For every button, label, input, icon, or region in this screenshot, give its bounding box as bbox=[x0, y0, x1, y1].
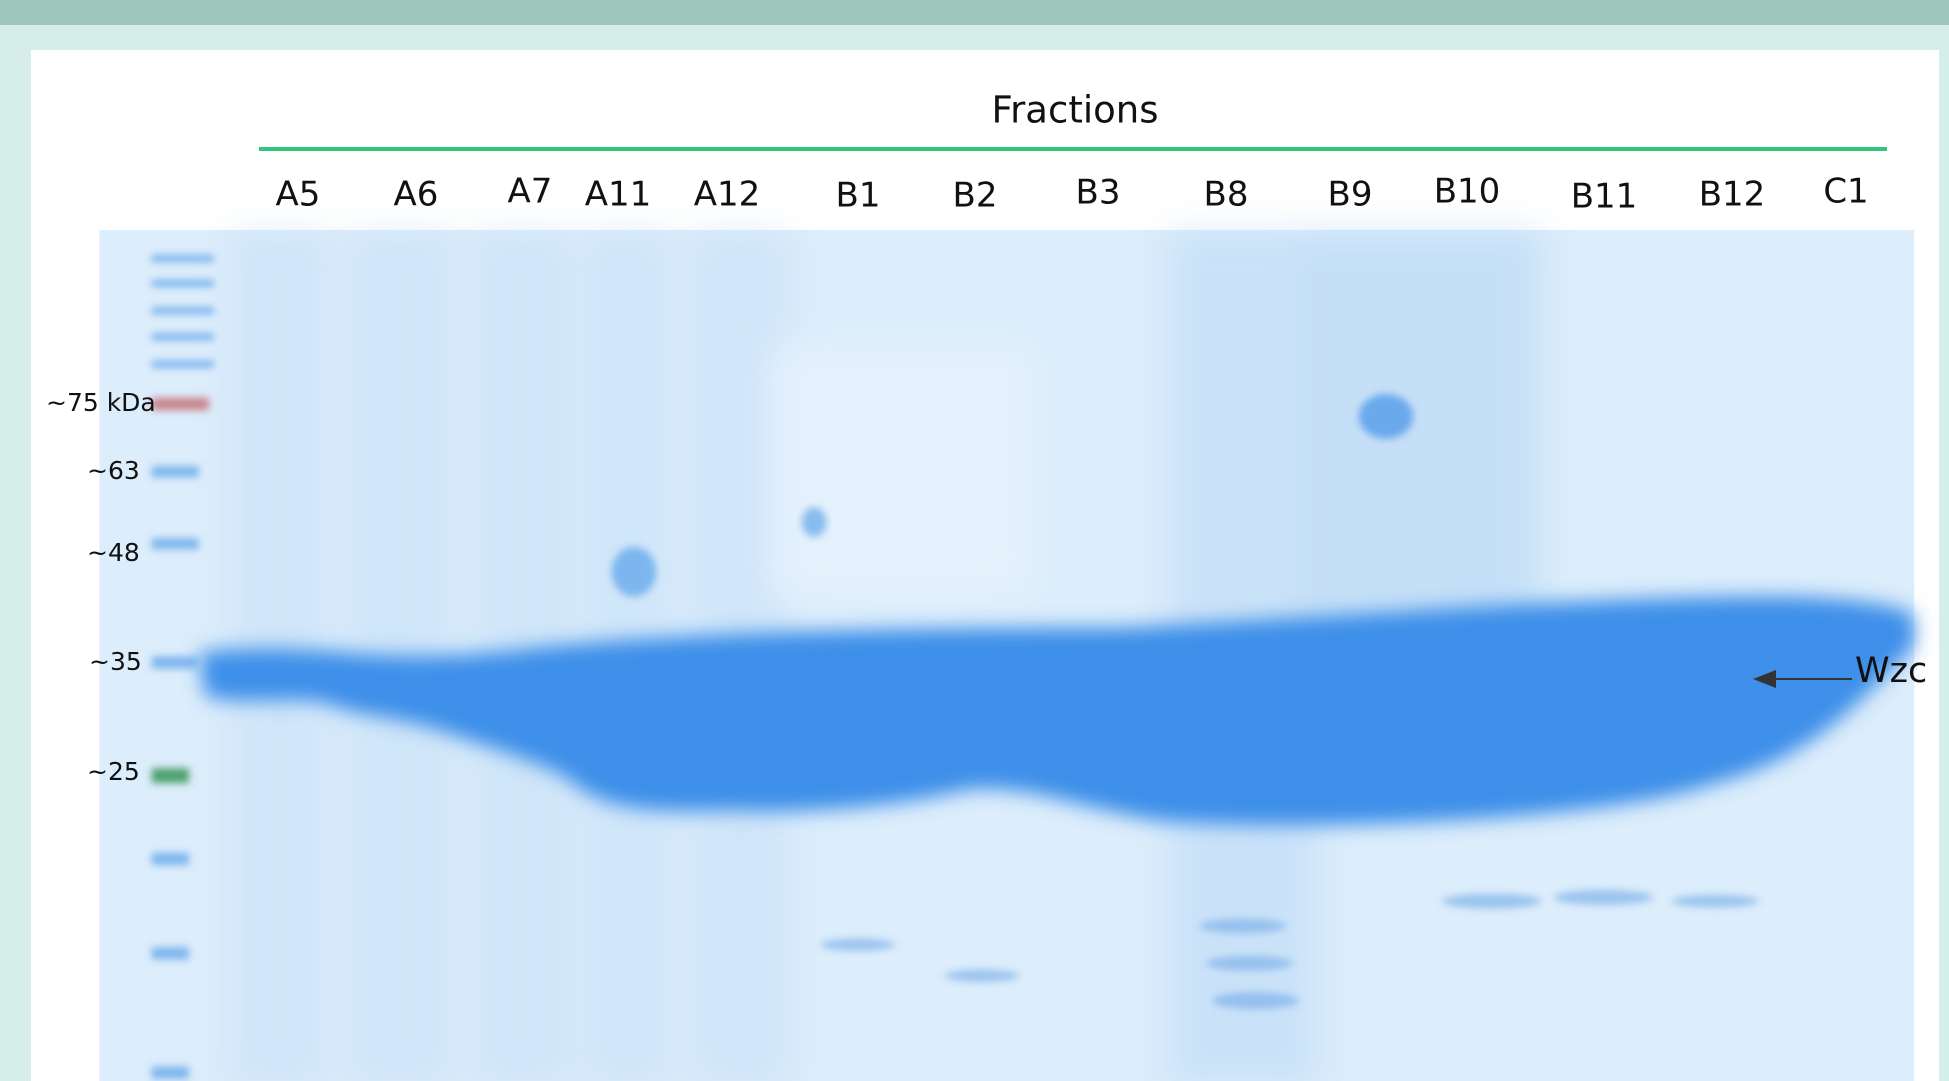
marker-label: ~75 kDa bbox=[46, 388, 156, 417]
top-bar bbox=[0, 0, 1949, 25]
lane-label: A5 bbox=[276, 175, 321, 215]
lane-label: B2 bbox=[953, 176, 998, 216]
spot bbox=[1359, 394, 1414, 439]
marker-label: ~63 bbox=[87, 456, 140, 485]
lane-label: A11 bbox=[585, 175, 652, 215]
lane-label: B3 bbox=[1076, 173, 1121, 213]
spot bbox=[612, 547, 657, 597]
lane-label: B1 bbox=[836, 176, 881, 216]
lane-label: A12 bbox=[694, 175, 761, 215]
lane-label: B12 bbox=[1699, 175, 1766, 215]
lane-label: A6 bbox=[394, 175, 439, 215]
marker-label: ~48 bbox=[87, 538, 140, 567]
lane-label: A7 bbox=[508, 172, 553, 212]
title: Fractions bbox=[992, 89, 1159, 132]
spot bbox=[802, 507, 827, 537]
gel bbox=[99, 230, 1914, 1081]
lane-label: B10 bbox=[1434, 172, 1501, 212]
marker-label: ~35 bbox=[89, 647, 142, 676]
page: Fractions A5 A6 A7 A11 A12 B1 B2 B3 B8 B9 B10 B11 B1… bbox=[0, 0, 1949, 1081]
slide: Fractions A5 A6 A7 A11 A12 B1 B2 B3 B8 B9 B10 B11 B1… bbox=[0, 0, 1949, 1081]
lane-label: B11 bbox=[1571, 177, 1638, 217]
lane-label: C1 bbox=[1823, 172, 1868, 212]
marker-label: ~25 bbox=[87, 757, 140, 786]
lane-label: B9 bbox=[1328, 175, 1373, 215]
lane-label: B8 bbox=[1204, 175, 1249, 215]
annotation: Wzc bbox=[1855, 651, 1927, 691]
